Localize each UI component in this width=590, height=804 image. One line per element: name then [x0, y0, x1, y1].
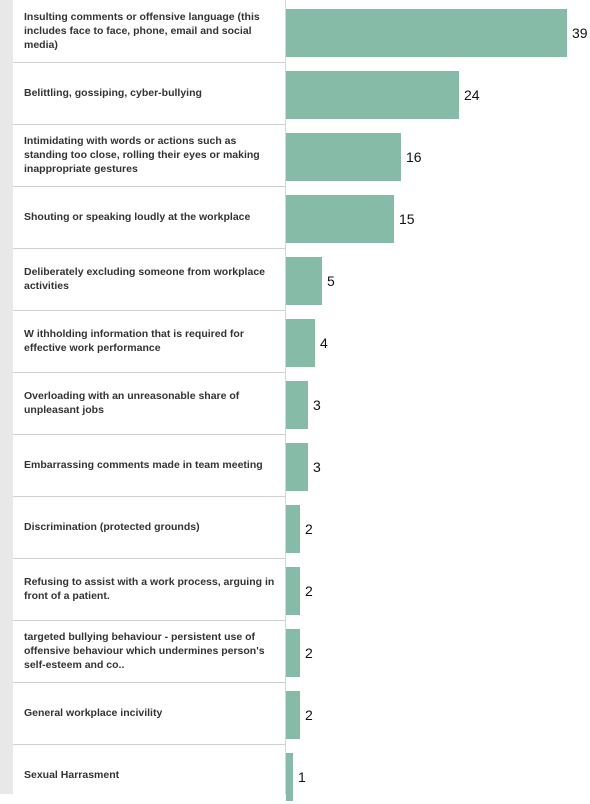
category-label: Embarrassing comments made in team meeti… [24, 459, 263, 471]
row-separator [13, 310, 285, 311]
bar [286, 691, 300, 739]
bar-value-label: 39 [572, 25, 588, 41]
row-separator [13, 62, 285, 63]
bar [286, 9, 567, 57]
category-label: Intimidating with words or actions such … [24, 135, 260, 175]
bar [286, 629, 300, 677]
bar [286, 71, 459, 119]
bar [286, 505, 300, 553]
bar-value-label: 2 [305, 583, 313, 599]
category-label: Insulting comments or offensive language… [24, 11, 260, 51]
category-label: Overloading with an unreasonable share o… [24, 390, 240, 416]
bar [286, 319, 315, 367]
bar-value-label: 4 [320, 335, 328, 351]
bar [286, 133, 401, 181]
bar-value-label: 24 [464, 87, 480, 103]
row-separator [13, 372, 285, 373]
bar [286, 381, 308, 429]
bar-value-label: 3 [313, 397, 321, 413]
row-separator [13, 682, 285, 683]
category-label: targeted bullying behaviour - persistent… [24, 631, 265, 671]
category-label: Sexual Harrasment [24, 769, 120, 781]
row-separator [13, 496, 285, 497]
row-separator [13, 248, 285, 249]
row-separator [13, 124, 285, 125]
category-label: Deliberately excluding someone from work… [24, 266, 265, 292]
category-label: Refusing to assist with a work process, … [24, 576, 275, 602]
bar [286, 257, 322, 305]
row-separator [13, 620, 285, 621]
bar-value-label: 3 [313, 459, 321, 475]
category-label: Discrimination (protected grounds) [24, 521, 200, 533]
row-separator [13, 558, 285, 559]
category-axis-line [285, 0, 286, 794]
left-panel-strip [0, 0, 13, 794]
bar-value-label: 1 [298, 769, 306, 785]
bar-value-label: 2 [305, 521, 313, 537]
bar [286, 567, 300, 615]
row-separator [13, 186, 285, 187]
row-separator [13, 744, 285, 745]
bar [286, 443, 308, 491]
bar [286, 753, 293, 801]
category-label: Shouting or speaking loudly at the workp… [24, 211, 251, 223]
bar-value-label: 16 [406, 149, 422, 165]
row-separator [13, 434, 285, 435]
category-label: General workplace incivility [24, 707, 163, 719]
bar-value-label: 2 [305, 707, 313, 723]
bar-value-label: 15 [399, 211, 415, 227]
category-label: W ithholding information that is require… [24, 328, 244, 354]
bar-value-label: 2 [305, 645, 313, 661]
category-label: Belittling, gossiping, cyber-bullying [24, 87, 202, 99]
bar-value-label: 5 [327, 273, 335, 289]
bar [286, 195, 394, 243]
